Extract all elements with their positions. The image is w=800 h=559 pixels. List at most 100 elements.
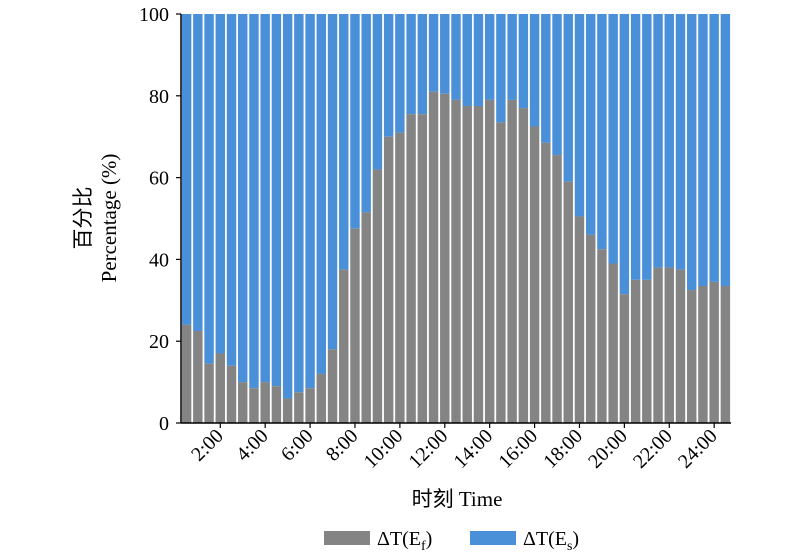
bar-es-35 bbox=[574, 14, 585, 217]
y-tick-label-4: 80 bbox=[149, 86, 169, 108]
bar-ef-45 bbox=[687, 290, 697, 423]
bar-es-15 bbox=[350, 14, 360, 229]
bar-es-38 bbox=[608, 14, 618, 264]
x-tick-label-3: 8:00 bbox=[322, 425, 363, 466]
y-ticks-group: 0 20 40 60 80 100 bbox=[139, 4, 181, 435]
axes-group bbox=[180, 14, 731, 424]
bar-ef-46 bbox=[698, 285, 708, 423]
bar-es-12 bbox=[316, 14, 327, 374]
x-tick-label-6: 14:00 bbox=[449, 425, 497, 473]
bar-es-37 bbox=[597, 14, 607, 250]
bar-ef-24 bbox=[451, 99, 461, 423]
y-tick-label-0: 0 bbox=[159, 413, 169, 435]
bar-ef-12 bbox=[316, 373, 327, 423]
x-tick-label-5: 12:00 bbox=[405, 425, 453, 473]
bar-ef-11 bbox=[305, 388, 315, 423]
bar-ef-47 bbox=[709, 281, 719, 423]
bar-ef-4 bbox=[226, 365, 237, 423]
bar-ef-43 bbox=[664, 267, 674, 423]
bar-es-18 bbox=[383, 14, 394, 137]
bar-ef-15 bbox=[350, 228, 360, 423]
x-tick-label-9: 20:00 bbox=[584, 425, 632, 473]
bar-ef-13 bbox=[327, 349, 338, 423]
bars-group bbox=[181, 14, 731, 424]
bar-ef-19 bbox=[395, 132, 405, 424]
bar-es-7 bbox=[260, 14, 270, 383]
bar-ef-9 bbox=[282, 398, 293, 423]
bar-ef-40 bbox=[630, 279, 641, 423]
bar-es-45 bbox=[687, 14, 697, 291]
legend: ΔT(Ef) ΔT(Es) bbox=[324, 528, 579, 554]
bar-es-6 bbox=[249, 14, 259, 389]
bar-es-27 bbox=[484, 14, 495, 100]
bar-ef-22 bbox=[428, 91, 439, 424]
bar-es-21 bbox=[417, 14, 428, 115]
bar-es-3 bbox=[215, 14, 225, 354]
bar-es-33 bbox=[552, 14, 562, 156]
bar-ef-6 bbox=[249, 388, 259, 423]
bar-ef-48 bbox=[720, 285, 731, 423]
y-tick-label-3: 60 bbox=[149, 168, 169, 190]
legend-label-es: ΔT(Es) bbox=[523, 528, 579, 554]
bar-ef-37 bbox=[597, 249, 607, 423]
bar-ef-0 bbox=[181, 324, 192, 423]
bar-es-4 bbox=[226, 14, 237, 366]
bar-es-16 bbox=[361, 14, 371, 213]
y-tick-label-2: 40 bbox=[149, 249, 169, 271]
bar-es-2 bbox=[204, 14, 214, 364]
bar-ef-42 bbox=[653, 267, 663, 423]
legend-swatch-ef bbox=[324, 531, 370, 545]
x-tick-label-10: 22:00 bbox=[629, 425, 677, 473]
bar-ef-16 bbox=[361, 212, 371, 423]
bar-es-47 bbox=[709, 14, 719, 282]
bar-ef-28 bbox=[496, 122, 506, 423]
x-tick-label-7: 16:00 bbox=[494, 425, 542, 473]
bar-es-39 bbox=[619, 14, 630, 295]
bar-es-36 bbox=[585, 14, 596, 235]
bar-es-34 bbox=[563, 14, 573, 182]
bar-ef-7 bbox=[260, 382, 270, 423]
bar-ef-36 bbox=[585, 234, 596, 423]
y-axis-title-chinese: 百分比 bbox=[71, 187, 95, 250]
bar-ef-32 bbox=[541, 142, 551, 423]
bar-ef-26 bbox=[473, 106, 484, 424]
y-tick-label-5: 100 bbox=[139, 4, 169, 26]
x-tick-label-1: 4:00 bbox=[232, 425, 273, 466]
bar-ef-21 bbox=[417, 114, 428, 423]
bar-ef-5 bbox=[238, 382, 248, 423]
bar-es-10 bbox=[294, 14, 304, 393]
bar-ef-8 bbox=[271, 386, 282, 423]
bar-es-13 bbox=[327, 14, 338, 350]
bar-ef-23 bbox=[440, 93, 450, 423]
bar-es-1 bbox=[193, 14, 203, 331]
bar-es-26 bbox=[473, 14, 484, 107]
bar-es-31 bbox=[529, 14, 540, 127]
bar-es-20 bbox=[406, 14, 416, 115]
x-tick-label-11: 24:00 bbox=[674, 425, 722, 473]
bar-ef-20 bbox=[406, 114, 416, 423]
x-axis-title: 时刻 Time bbox=[412, 487, 503, 511]
legend-swatch-es bbox=[470, 531, 516, 545]
bar-ef-34 bbox=[563, 181, 573, 423]
bar-ef-41 bbox=[642, 279, 652, 423]
bar-ef-38 bbox=[608, 263, 618, 423]
bar-es-8 bbox=[271, 14, 282, 387]
bar-es-0 bbox=[181, 14, 192, 325]
legend-label-ef: ΔT(Ef) bbox=[377, 528, 432, 554]
bar-ef-44 bbox=[675, 269, 686, 424]
bar-ef-1 bbox=[193, 330, 203, 423]
bar-es-22 bbox=[428, 14, 439, 92]
bar-es-48 bbox=[720, 14, 731, 286]
bar-es-42 bbox=[653, 14, 663, 268]
bar-ef-2 bbox=[204, 363, 214, 423]
x-tick-label-8: 18:00 bbox=[539, 425, 587, 473]
y-tick-label-1: 20 bbox=[149, 331, 169, 353]
bar-ef-3 bbox=[215, 353, 225, 423]
bar-es-5 bbox=[238, 14, 248, 383]
bar-es-19 bbox=[395, 14, 405, 133]
bar-ef-30 bbox=[518, 108, 529, 423]
bar-ef-31 bbox=[529, 126, 540, 423]
y-axis-title-english: Percentage (%) bbox=[97, 154, 121, 283]
bar-es-28 bbox=[496, 14, 506, 123]
